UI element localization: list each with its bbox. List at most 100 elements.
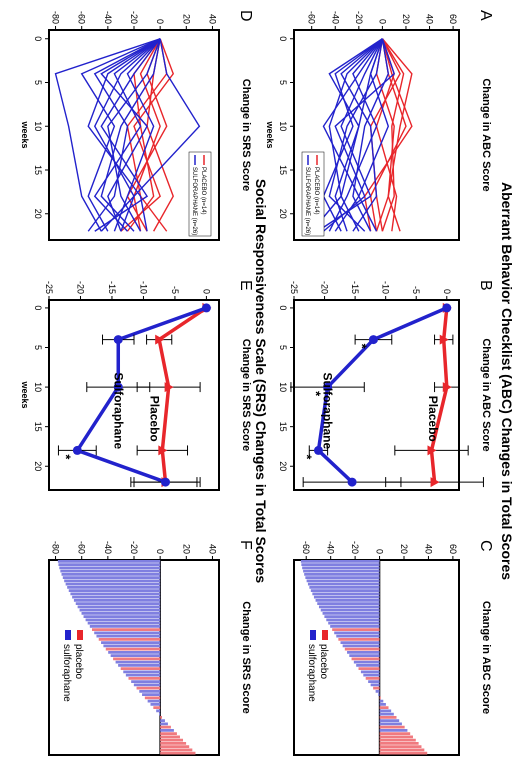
placebo-label: Placebo xyxy=(426,396,440,442)
waterfall-bar xyxy=(313,595,380,599)
series-line xyxy=(54,38,161,232)
waterfall-bar xyxy=(160,742,187,745)
waterfall-bar xyxy=(379,738,416,742)
series-line xyxy=(74,306,207,484)
y-tick-label: 0 xyxy=(201,289,211,294)
y-axis-label: Change in SRS Score xyxy=(240,601,252,713)
waterfall-bar xyxy=(356,664,380,667)
waterfall-bar xyxy=(131,680,161,683)
y-tick-label: -60 xyxy=(77,541,87,554)
waterfall-bar xyxy=(144,696,161,700)
waterfall-bar xyxy=(108,651,161,654)
waterfall-bar xyxy=(92,628,161,631)
waterfall-bar xyxy=(115,660,161,664)
waterfall-bar xyxy=(113,657,161,661)
waterfall-bar xyxy=(379,722,402,726)
waterfall-bar xyxy=(379,742,419,745)
y-tick-label: -40 xyxy=(330,11,340,24)
data-point xyxy=(442,382,452,393)
waterfall-bar xyxy=(347,651,380,654)
series-line xyxy=(323,38,395,232)
series-line xyxy=(328,38,383,232)
waterfall-bar xyxy=(328,621,380,625)
waterfall-bar xyxy=(123,670,161,674)
waterfall-bar xyxy=(360,670,380,674)
waterfall-bar xyxy=(57,560,161,563)
legend-label: SULFORAPHANE (n=26) xyxy=(191,167,197,235)
waterfall-bar xyxy=(379,706,389,709)
y-tick-label: -25 xyxy=(44,281,54,294)
waterfall-bar xyxy=(120,667,161,670)
y-tick-label: 20 xyxy=(181,544,191,554)
y-axis-label: Change in SRS Score xyxy=(240,339,252,451)
x-tick-label: 5 xyxy=(278,345,288,350)
legend-label: PLACEBO (n=14) xyxy=(313,167,319,215)
panel-c: C Change in ABC Score 60 40 20 0 -20 -40 -60 plac… xyxy=(293,540,494,756)
waterfall-bar xyxy=(379,751,428,755)
x-tick-label: 20 xyxy=(33,461,43,471)
waterfall-bar xyxy=(83,615,161,618)
y-tick-label: -40 xyxy=(103,541,113,554)
legend-label: placebo xyxy=(73,644,84,679)
y-axis-label: Change in ABC Score xyxy=(480,338,492,451)
y-tick-label: -15 xyxy=(350,281,360,294)
series-line xyxy=(352,38,390,232)
waterfall-bar xyxy=(318,605,380,609)
waterfall-bar xyxy=(77,605,161,609)
waterfall-bar xyxy=(322,612,380,615)
y-tick-label: -20 xyxy=(129,541,139,554)
waterfall-bar xyxy=(62,576,161,579)
panel-letter: D xyxy=(237,10,254,22)
waterfall-bar xyxy=(379,716,397,719)
waterfall-bar xyxy=(309,586,380,589)
series-line xyxy=(322,38,383,232)
waterfall-bar xyxy=(306,579,380,583)
legend-swatch xyxy=(65,630,71,640)
waterfall-bar xyxy=(320,608,380,612)
waterfall-bar xyxy=(147,699,161,703)
data-point xyxy=(442,303,452,313)
y-tick-label: 0 xyxy=(155,549,165,554)
x-tick-label: 20 xyxy=(33,209,43,219)
abc-figure-title: Aberrant Behavior Checklist (ABC) Change… xyxy=(499,182,515,580)
y-tick-label: -60 xyxy=(307,11,317,24)
waterfall-bar xyxy=(128,677,161,680)
y-tick-label: -40 xyxy=(326,541,336,554)
legend-label: sulforaphane xyxy=(306,644,317,702)
data-point xyxy=(439,334,449,345)
x-tick-label: 5 xyxy=(33,80,43,85)
data-point xyxy=(427,445,437,456)
waterfall-bar xyxy=(379,709,392,713)
data-point xyxy=(164,382,174,393)
y-tick-label: 40 xyxy=(207,14,217,24)
waterfall-bar xyxy=(133,683,161,687)
waterfall-bar xyxy=(72,595,161,599)
plot-frame xyxy=(293,299,460,491)
data-point xyxy=(313,445,323,455)
series-line xyxy=(107,38,161,232)
waterfall-bar xyxy=(379,748,425,752)
x-tick-label: 10 xyxy=(33,121,43,131)
waterfall-bar xyxy=(363,673,380,677)
y-tick-label: 40 xyxy=(423,544,433,554)
waterfall-bar xyxy=(150,703,161,706)
waterfall-bar xyxy=(303,569,380,573)
y-axis-label: Change in ABC Score xyxy=(480,78,492,191)
series-line xyxy=(157,306,208,483)
waterfall-bar xyxy=(312,592,380,596)
waterfall-bar xyxy=(125,673,161,677)
legend-label: PLACEBO (n=14) xyxy=(200,167,206,215)
series-line xyxy=(80,38,161,232)
y-tick-label: -5 xyxy=(411,286,421,294)
waterfall-bar xyxy=(160,716,163,719)
waterfall-bar xyxy=(379,719,400,722)
waterfall-bar xyxy=(330,625,380,628)
data-point xyxy=(155,334,165,345)
y-tick-label: -15 xyxy=(107,281,117,294)
waterfall-bar xyxy=(105,647,161,651)
waterfall-bar xyxy=(332,628,380,631)
waterfall-bar xyxy=(160,719,165,722)
y-tick-label: -80 xyxy=(51,11,61,24)
legend-label: placebo xyxy=(318,644,329,679)
